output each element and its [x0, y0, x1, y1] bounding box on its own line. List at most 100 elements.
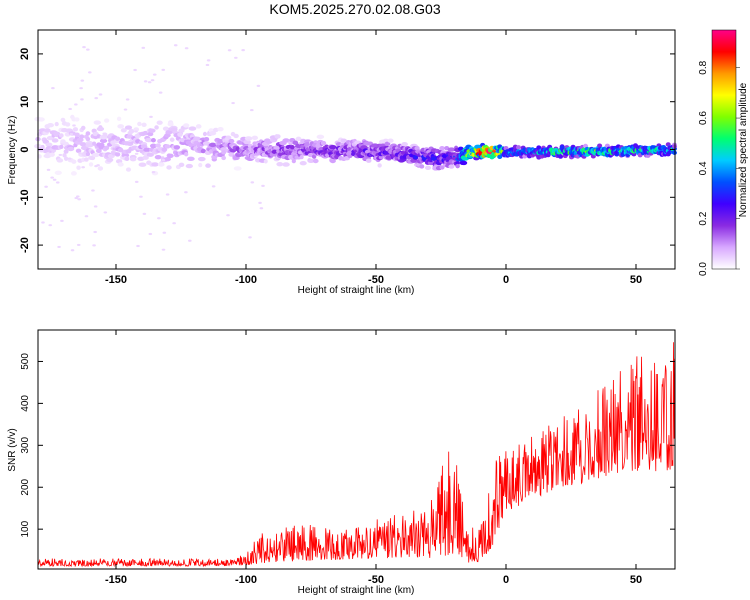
spectrogram-cell	[58, 153, 63, 157]
spectrogram-cell	[70, 249, 75, 252]
spectrogram-cell	[136, 244, 140, 248]
spectrogram-cell	[256, 84, 261, 87]
spectrogram-cell	[62, 153, 67, 158]
spectrogram-cell	[401, 141, 408, 147]
spectrogram-cell	[117, 147, 124, 153]
spectrogram-cell	[162, 126, 169, 131]
spectrogram-cell	[169, 137, 175, 142]
spectrogram-cell	[137, 121, 142, 127]
spectrogram-cell	[455, 163, 460, 169]
spectrogram-cell	[165, 193, 170, 196]
spectrogram-cell	[48, 224, 53, 227]
spectrogram-cell	[178, 162, 185, 168]
spectrogram-cell	[217, 139, 224, 144]
spectrogram-cell	[85, 131, 91, 136]
spectrogram-cell	[188, 239, 192, 242]
spectrogram-cell	[299, 161, 307, 166]
spectrogram-cell	[102, 132, 107, 135]
spectrogram-cell	[282, 138, 290, 143]
spectrogram-cell	[221, 155, 226, 161]
spectrogram-cell	[76, 137, 84, 143]
spectrogram-cell	[165, 130, 173, 135]
spectrogram-cell	[104, 145, 110, 151]
spectrogram-cell	[71, 159, 77, 164]
spectrogram-cell	[95, 148, 102, 154]
spectrogram-cell	[84, 215, 89, 218]
colorbar-tick-label: 0.2	[698, 211, 709, 225]
spectrogram-cell	[150, 79, 155, 82]
spectrogram-cell	[70, 171, 77, 176]
x-tick-label: -100	[235, 274, 257, 286]
spectrogram-cell	[671, 144, 677, 149]
spectrogram-cell	[457, 146, 464, 152]
spectrogram-cell	[188, 126, 197, 131]
spectrogram-cell	[217, 126, 224, 132]
spectrogram-cell	[85, 151, 91, 157]
spectrogram-cell	[184, 152, 189, 157]
spectrogram-cell	[597, 143, 603, 148]
spectrogram-cell	[149, 143, 157, 148]
spectrogram-cell	[52, 178, 57, 181]
x-tick-label: -50	[368, 274, 384, 286]
spectrogram-cell	[173, 145, 181, 150]
spectrogram-cell	[76, 243, 81, 247]
spectrogram-cell	[92, 244, 96, 247]
spectrogram-cell	[233, 133, 239, 139]
spectrogram-cell	[125, 98, 130, 101]
spectrogram-cell	[365, 158, 372, 163]
spectrogram-cell	[226, 214, 230, 217]
spectrogram-cell	[163, 156, 171, 162]
spectrogram-cell	[60, 219, 64, 223]
spectrogram-cell	[154, 155, 162, 160]
spectrogram-cell	[177, 132, 183, 137]
x-tick-label: -150	[105, 574, 127, 586]
spectrogram-cell	[202, 141, 211, 146]
spectrogram-x-axis-label: Height of straight line (km)	[298, 285, 415, 296]
spectrogram-cell	[59, 144, 64, 150]
spectrogram-cell	[167, 121, 174, 127]
spectrogram-cell	[413, 154, 418, 160]
spectrogram-cell	[460, 160, 468, 166]
spectrogram-cell	[37, 117, 45, 122]
spectrogram-cell	[69, 132, 74, 136]
spectrogram-cell	[164, 144, 171, 149]
spectrogram-cell	[146, 152, 154, 157]
spectrogram-cell	[419, 164, 425, 169]
y-tick-label: -20	[19, 237, 31, 253]
snr-y-axis-label: SNR (v/v)	[7, 428, 18, 471]
spectrogram-cell	[88, 162, 94, 167]
x-tick-label: -50	[368, 574, 384, 586]
spectrogram-cell	[212, 127, 219, 133]
spectrogram-cell	[195, 124, 202, 129]
spectrogram-cell	[497, 154, 503, 160]
spectrogram-cell	[103, 211, 108, 214]
spectrogram-cell	[251, 135, 259, 141]
spectrogram-cell	[197, 156, 206, 162]
spectrogram-cell	[79, 142, 87, 147]
x-tick-label: 0	[503, 274, 509, 286]
spectrogram-cell	[79, 134, 85, 139]
spectrogram-cell	[56, 158, 64, 163]
spectrogram-cell	[120, 128, 127, 133]
snr-frame	[37, 329, 676, 570]
spectrogram-cell	[424, 165, 432, 170]
spectrogram-cell	[55, 181, 60, 184]
colorbar-label: Normalized spectral amplitude	[738, 82, 749, 217]
spectrogram-cell	[161, 68, 166, 71]
spectrogram-cell	[312, 158, 319, 164]
spectrogram-cell	[64, 122, 71, 127]
spectrogram-cell	[166, 165, 172, 170]
spectrogram-cell	[142, 155, 149, 160]
spectrogram-cell	[246, 139, 251, 142]
spectrogram-cell	[147, 131, 154, 137]
spectrogram-cell	[74, 132, 80, 137]
y-tick-label: 500	[20, 353, 31, 370]
spectrogram-cell	[158, 91, 163, 94]
spectrogram-cell	[275, 134, 281, 139]
spectrogram-cell	[80, 125, 86, 131]
spectrogram-cell	[63, 156, 69, 161]
colorbar-tick-label: 0.0	[698, 262, 709, 276]
spectrogram-cell	[133, 127, 140, 132]
spectrogram-cell	[276, 161, 284, 167]
colorbar-gradient	[712, 30, 736, 269]
